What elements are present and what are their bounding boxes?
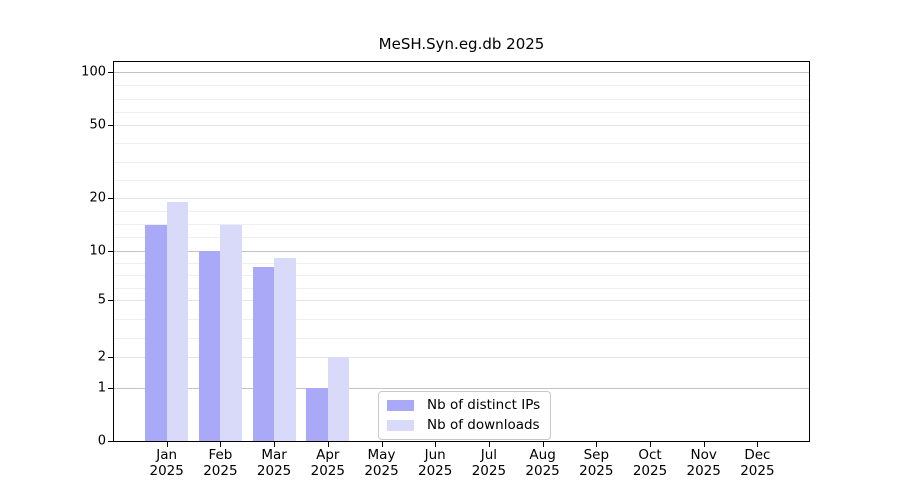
y-tick-mark-50 bbox=[108, 125, 113, 127]
x-tick-label-8: Sep 2025 bbox=[579, 447, 614, 479]
x-tick-label-9: Oct 2025 bbox=[632, 447, 668, 479]
x-tick-label-0: Jan 2025 bbox=[149, 447, 184, 479]
x-tick-mark-3 bbox=[327, 442, 329, 447]
y-tick-mark-10 bbox=[108, 250, 113, 252]
gridline-minor bbox=[114, 143, 809, 145]
legend-label-downloads: Nb of downloads bbox=[427, 417, 540, 433]
bar-downloads-jan bbox=[166, 201, 189, 441]
x-tick-label-2: Mar 2025 bbox=[256, 447, 292, 479]
chart-title: MeSH.Syn.eg.db 2025 bbox=[378, 35, 545, 53]
x-tick-label-6: Jul 2025 bbox=[471, 447, 507, 479]
gridline-minor bbox=[114, 111, 809, 113]
gridline-minor bbox=[114, 179, 809, 181]
gridline-minor bbox=[114, 161, 809, 163]
y-tick-label-100: 100 bbox=[81, 64, 106, 80]
x-tick-label-4: May 2025 bbox=[364, 447, 399, 479]
legend-swatch-distinct-ips bbox=[387, 399, 414, 411]
x-tick-mark-1 bbox=[220, 442, 222, 447]
y-tick-label-5: 5 bbox=[97, 292, 106, 308]
bar-distinct-ips-jan bbox=[145, 224, 167, 441]
gridline-y-1 bbox=[114, 388, 809, 390]
y-tick-label-10: 10 bbox=[89, 243, 106, 259]
x-tick-label-10: Nov 2025 bbox=[686, 447, 721, 479]
y-tick-label-50: 50 bbox=[89, 117, 106, 133]
x-tick-mark-2 bbox=[274, 442, 276, 447]
x-tick-mark-8 bbox=[596, 442, 598, 447]
legend-swatch-downloads bbox=[387, 419, 414, 431]
x-tick-mark-9 bbox=[650, 442, 651, 447]
y-tick-label-2: 2 bbox=[97, 349, 106, 365]
x-tick-mark-10 bbox=[703, 442, 705, 447]
gridline-minor bbox=[114, 210, 809, 212]
x-tick-mark-4 bbox=[381, 442, 383, 447]
bar-downloads-apr bbox=[327, 356, 350, 441]
x-tick-label-7: Aug 2025 bbox=[525, 447, 560, 479]
gridline-y-50 bbox=[114, 125, 809, 127]
y-tick-mark-2 bbox=[108, 356, 113, 358]
x-tick-mark-0 bbox=[166, 442, 168, 447]
gridline-y-10 bbox=[114, 250, 809, 252]
legend: Nb of distinct IPs Nb of downloads bbox=[378, 391, 552, 440]
legend-label-distinct-ips: Nb of distinct IPs bbox=[427, 397, 541, 413]
gridline-y-5 bbox=[114, 300, 809, 301]
gridline-y-2 bbox=[114, 356, 809, 358]
legend-item-downloads: Nb of downloads bbox=[387, 417, 540, 433]
y-tick-mark-100 bbox=[108, 71, 113, 73]
gridline-y-100 bbox=[114, 71, 809, 73]
y-tick-mark-0 bbox=[108, 441, 113, 442]
bar-distinct-ips-mar bbox=[252, 266, 275, 441]
legend-item-distinct-ips: Nb of distinct IPs bbox=[387, 397, 540, 413]
y-tick-mark-20 bbox=[108, 197, 113, 199]
y-tick-label-0: 0 bbox=[97, 433, 106, 449]
y-tick-mark-5 bbox=[108, 300, 113, 301]
x-tick-mark-6 bbox=[488, 442, 490, 447]
gridline-minor bbox=[114, 287, 809, 289]
x-tick-label-3: Apr 2025 bbox=[310, 447, 345, 479]
bar-downloads-feb bbox=[220, 224, 242, 441]
gridline-minor bbox=[114, 237, 809, 239]
y-tick-label-20: 20 bbox=[89, 190, 106, 206]
bar-distinct-ips-apr bbox=[306, 388, 328, 441]
y-tick-mark-1 bbox=[108, 388, 113, 390]
gridline-minor bbox=[114, 98, 809, 100]
x-tick-label-5: Jun 2025 bbox=[418, 447, 453, 479]
bar-distinct-ips-feb bbox=[198, 250, 221, 441]
bar-downloads-mar bbox=[274, 258, 296, 441]
gridline-minor bbox=[114, 318, 809, 320]
x-tick-mark-5 bbox=[435, 442, 437, 447]
gridline-minor bbox=[114, 85, 809, 87]
y-tick-label-1: 1 bbox=[97, 380, 106, 396]
gridline-minor bbox=[114, 263, 809, 265]
x-tick-mark-7 bbox=[542, 442, 544, 447]
x-tick-label-1: Feb 2025 bbox=[203, 447, 238, 479]
gridline-y-20 bbox=[114, 197, 809, 199]
x-tick-label-11: Dec 2025 bbox=[740, 447, 775, 479]
gridline-minor bbox=[114, 224, 809, 226]
gridline-minor bbox=[114, 275, 809, 277]
x-tick-mark-11 bbox=[757, 442, 759, 447]
gridline-minor bbox=[114, 337, 809, 339]
